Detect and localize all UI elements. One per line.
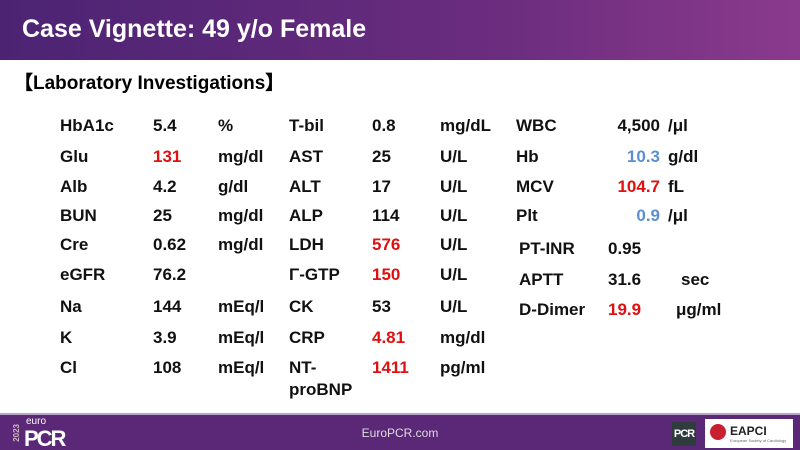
lab-unit: U/L [440, 177, 468, 196]
lab-unit: pg/ml [440, 358, 486, 377]
lab-value: 4.81 [372, 328, 406, 347]
lab-label: Glu [60, 147, 89, 166]
lab-value: 17 [372, 177, 391, 196]
lab-value: 0.9 [636, 206, 660, 225]
lab-value: 114 [372, 206, 400, 225]
header-bar: Case Vignette: 49 y/o Female [0, 0, 800, 60]
lab-unit: % [218, 116, 234, 135]
lab-value: 131 [153, 147, 182, 166]
lab-unit: U/L [440, 206, 468, 225]
lab-label: Cre [60, 235, 89, 254]
lab-label: Hb [516, 147, 539, 166]
lab-value: 25 [372, 147, 391, 166]
lab-label: NT- proBNP [289, 358, 353, 399]
lab-value: 4.2 [153, 177, 177, 196]
lab-label: Γ-GTP [289, 265, 340, 284]
lab-label: ALT [289, 177, 321, 196]
logo-pcr: PCR [24, 426, 66, 450]
lab-label: K [60, 328, 73, 347]
footer-url: EuroPCR.com [361, 426, 439, 440]
lab-unit: mg/dl [218, 147, 264, 166]
section-title: 【Laboratory Investigations】 [14, 73, 285, 94]
lab-unit: mEq/l [218, 328, 265, 347]
lab-value: 576 [372, 235, 401, 254]
eapci-logo: EAPCI European Society of Cardiology [705, 419, 793, 448]
lab-label: WBC [516, 116, 557, 135]
eapci-subtitle: European Society of Cardiology [730, 438, 787, 443]
lab-unit: U/L [440, 235, 468, 254]
lab-label: BUN [60, 206, 97, 225]
lab-unit: mg/dl [440, 328, 486, 347]
lab-value: 144 [153, 297, 182, 316]
lab-value: 0.62 [153, 235, 187, 254]
lab-value: 53 [372, 297, 391, 316]
footer-bar: 2023 euro PCR EuroPCR.com PCR EAPCI Euro… [0, 413, 800, 450]
lab-label: CK [289, 297, 314, 316]
lab-value: 1411 [372, 358, 409, 377]
lab-label: CRP [289, 328, 325, 347]
lab-value: 4,500 [617, 116, 660, 135]
lab-label: PT-INR [519, 239, 575, 258]
lab-label: Plt [516, 206, 538, 225]
lab-label: T-bil [289, 116, 324, 135]
lab-label: MCV [516, 177, 554, 196]
lab-label: APTT [519, 270, 564, 289]
lab-value: 108 [153, 358, 182, 377]
lab-value: 76.2 [153, 265, 187, 284]
lab-value: 10.3 [626, 147, 660, 166]
lab-unit: μg/ml [676, 300, 722, 319]
lab-unit: mEq/l [218, 297, 265, 316]
lab-label: ALP [289, 206, 323, 225]
lab-unit: U/L [440, 147, 468, 166]
lab-unit: U/L [440, 265, 468, 284]
lab-label: Cl [60, 358, 77, 377]
lab-label: Alb [60, 177, 88, 196]
heart-icon [710, 424, 726, 440]
lab-unit: g/dl [668, 147, 699, 166]
lab-value: 19.9 [608, 300, 642, 319]
lab-unit: sec [681, 270, 710, 289]
lab-unit: g/dl [218, 177, 249, 196]
lab-value: 31.6 [608, 270, 642, 289]
logo-euro: euro [26, 416, 47, 427]
lab-label: Na [60, 297, 82, 316]
lab-value: 150 [372, 265, 401, 284]
lab-unit: mg/dL [440, 116, 491, 135]
eapci-text: EAPCI [730, 424, 767, 438]
lab-value: 0.95 [608, 239, 642, 258]
lab-unit: U/L [440, 297, 468, 316]
lab-unit: mg/dl [218, 235, 264, 254]
lab-unit: /μl [668, 206, 688, 225]
lab-label: eGFR [60, 265, 106, 284]
lab-unit: mEq/l [218, 358, 265, 377]
lab-label: LDH [289, 235, 324, 254]
slide-title: Case Vignette: 49 y/o Female [22, 15, 367, 43]
lab-unit: /μl [668, 116, 688, 135]
lab-label: HbA1c [60, 116, 114, 135]
lab-value: 5.4 [153, 116, 177, 135]
lab-value: 0.8 [372, 116, 396, 135]
lab-value: 104.7 [617, 177, 660, 196]
lab-unit: fL [668, 177, 685, 196]
pcr-badge-logo: PCR [672, 422, 696, 446]
lab-value: 25 [153, 206, 172, 225]
lab-value: 3.9 [153, 328, 177, 347]
lab-label: AST [289, 147, 323, 166]
lab-unit: mg/dl [218, 206, 264, 225]
lab-label: D-Dimer [519, 300, 586, 319]
